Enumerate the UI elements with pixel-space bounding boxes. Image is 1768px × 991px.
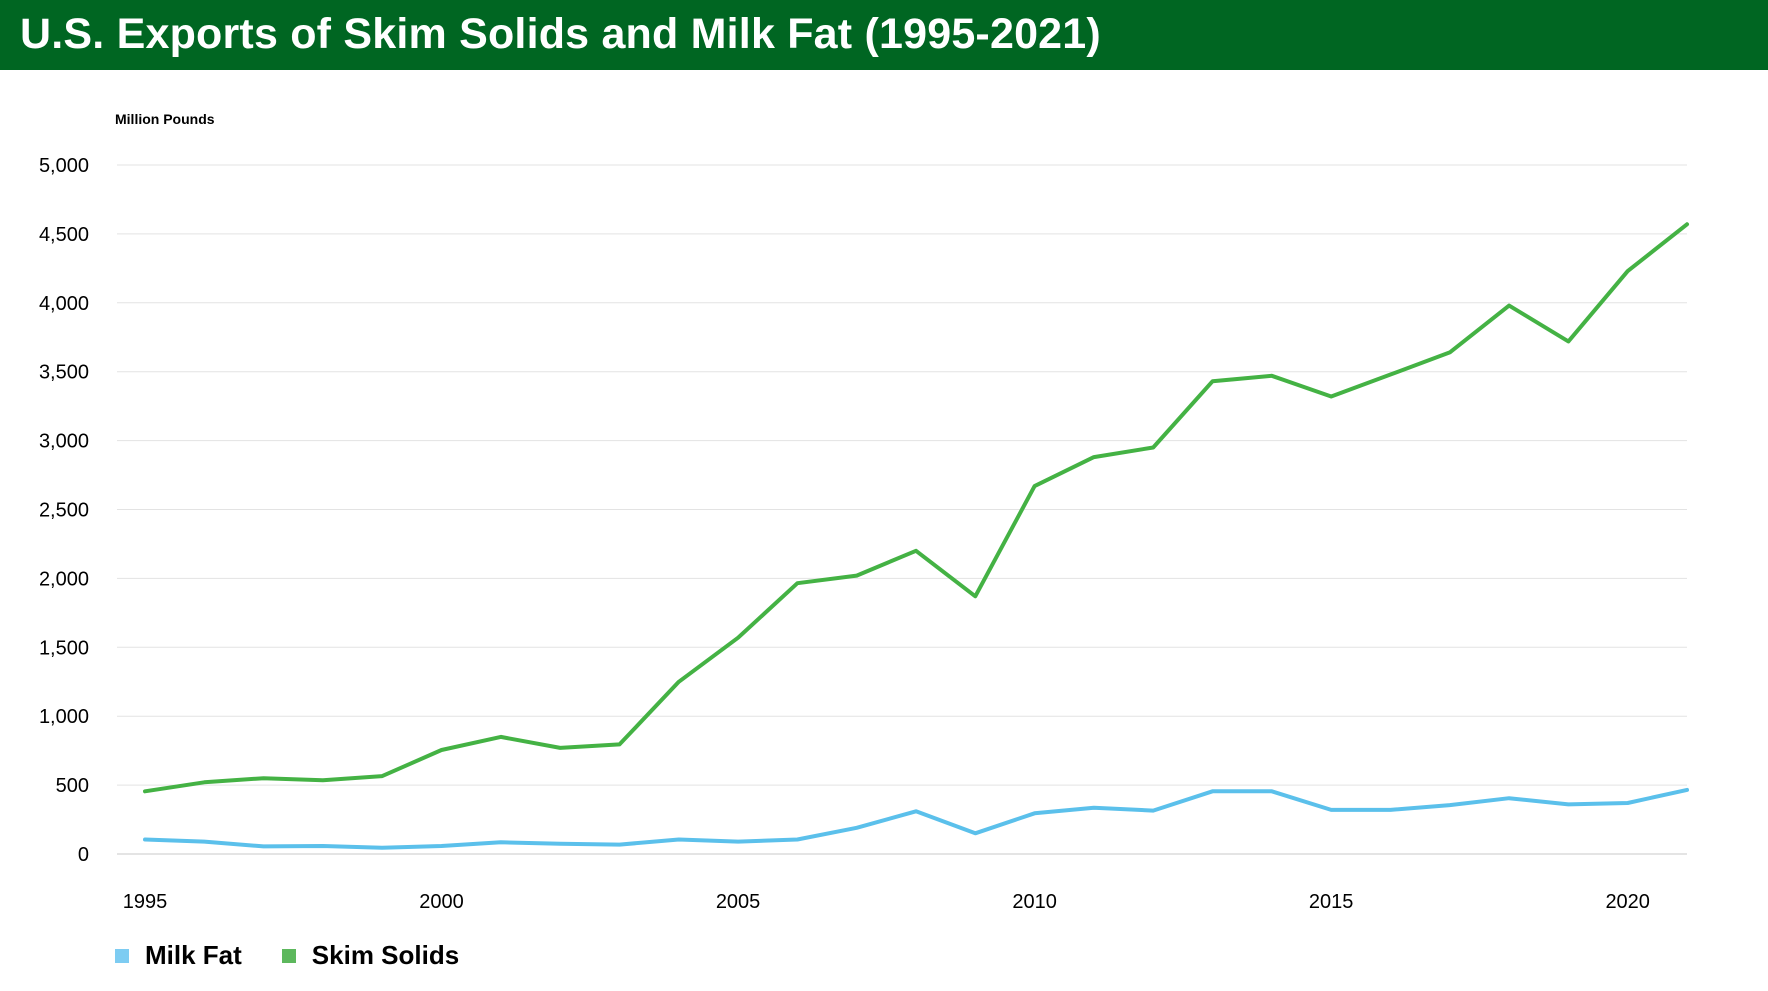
x-tick-label-2015: 2015 [1309,891,1354,913]
x-tick-label-2020: 2020 [1605,891,1650,913]
legend-item-milk-fat[interactable]: Milk Fat [115,940,242,971]
y-tick-label-500: 500 [56,775,89,797]
y-tick-label-0: 0 [78,844,89,866]
y-tick-labels: 0 500 1,000 1,500 2,000 2,500 3,000 3,500 4,000 4… [39,155,89,866]
x-tick-labels: 1995 2000 2005 2010 2015 2020 [123,891,1650,913]
x-tick-label-1995: 1995 [123,891,168,913]
y-tick-label-3000: 3,000 [39,431,89,453]
title-bar: U.S. Exports of Skim Solids and Milk Fat… [0,0,1768,70]
y-tick-label-4000: 4,000 [39,293,89,315]
series-line-skim-solids [143,222,1689,794]
y-tick-label-1500: 1,500 [39,637,89,659]
legend-label-skim-solids: Skim Solids [311,940,460,970]
gridlines [117,164,1687,855]
x-tick-label-2010: 2010 [1012,891,1057,913]
y-axis-unit-label: Million Pounds [115,111,215,127]
legend: Milk Fat Skim Solids [115,940,499,971]
series-line-milk-fat [143,787,1689,850]
legend-swatch-milk-fat [115,948,129,963]
legend-swatch-skim-solids [281,948,296,963]
y-tick-label-3500: 3,500 [39,362,89,384]
legend-item-skim-solids[interactable]: Skim Solids [281,940,460,971]
legend-label-milk-fat: Milk Fat [145,940,242,970]
chart-title: U.S. Exports of Skim Solids and Milk Fat… [20,10,1101,58]
series-lines [143,222,1689,850]
y-tick-label-4500: 4,500 [39,224,89,246]
y-tick-label-5000: 5,000 [39,155,89,177]
x-tick-label-2000: 2000 [419,891,464,913]
y-tick-label-2500: 2,500 [39,500,89,522]
y-tick-label-2000: 2,000 [39,568,89,590]
x-tick-label-2005: 2005 [716,891,761,913]
y-tick-label-1000: 1,000 [39,706,89,728]
